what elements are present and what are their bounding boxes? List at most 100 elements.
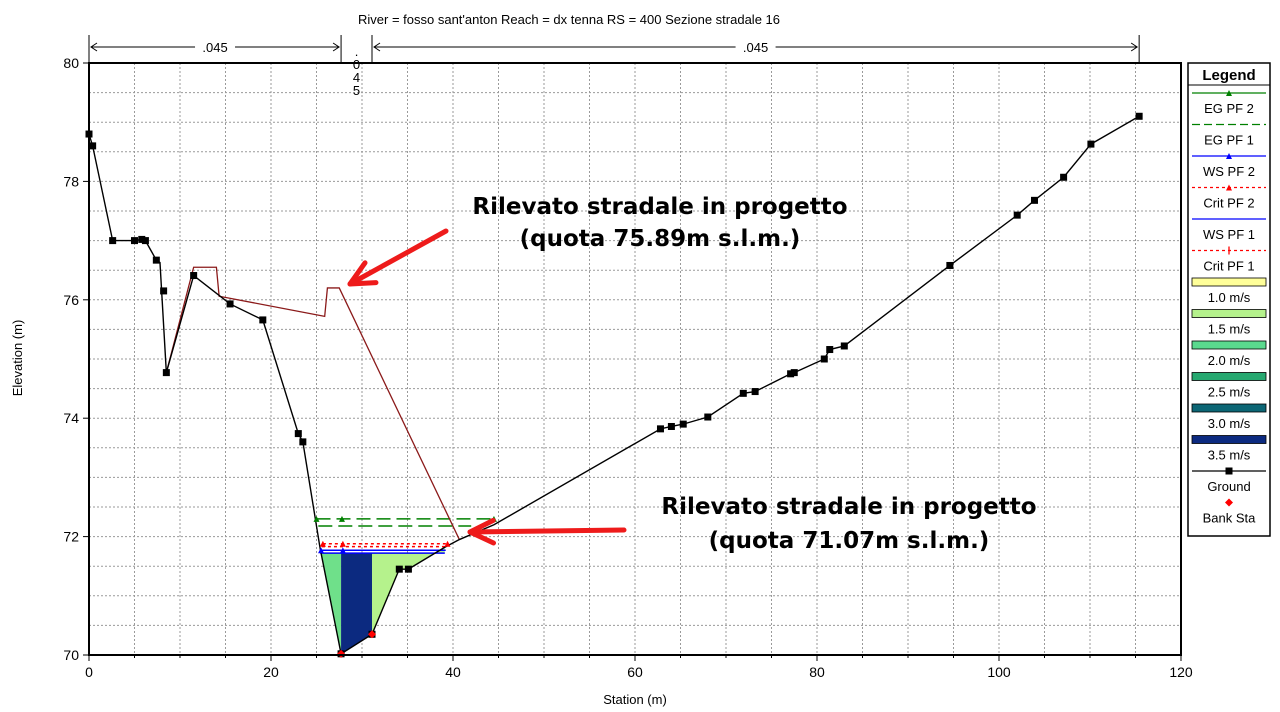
ground-point xyxy=(109,237,117,245)
legend-swatch xyxy=(1191,403,1267,413)
ground-point xyxy=(1060,173,1068,181)
legend-label: 3.0 m/s xyxy=(1208,416,1251,431)
ground-point xyxy=(259,316,267,324)
legend-title: Legend xyxy=(1202,67,1255,84)
ground-point xyxy=(704,413,712,421)
ground-point xyxy=(141,237,149,245)
legend: Legend EG PF 2 EG PF 1 WS PF 2 Crit PF 2 WS P… xyxy=(1187,62,1271,537)
project-embankment-line xyxy=(165,266,460,540)
annotation-arrow-lower-head xyxy=(467,517,497,546)
y-tick-label: 72 xyxy=(63,529,79,545)
legend-label: 2.0 m/s xyxy=(1208,353,1251,368)
eg-pf2-marker xyxy=(313,515,320,522)
ground-point xyxy=(160,287,168,295)
legend-label: 2.5 m/s xyxy=(1208,385,1251,400)
ground-point xyxy=(131,237,138,245)
annotation-arrow-upper-shaft xyxy=(347,228,449,287)
ground-point xyxy=(739,389,747,397)
manning-mid-char: 0 xyxy=(353,57,360,72)
manning-label: .045 xyxy=(202,40,227,55)
legend-marker xyxy=(1225,498,1233,507)
legend-label: WS PF 2 xyxy=(1203,164,1255,179)
x-tick-label: 100 xyxy=(987,664,1011,680)
ground-point xyxy=(787,370,795,378)
legend-swatch xyxy=(1191,372,1267,381)
ground-point xyxy=(299,438,307,446)
ground-point xyxy=(89,142,97,150)
ground-point xyxy=(138,235,146,243)
x-axis-label: Station (m) xyxy=(603,692,667,707)
legend-swatch xyxy=(1191,435,1267,444)
x-tick-label: 60 xyxy=(627,664,643,680)
legend-label: 3.5 m/s xyxy=(1208,448,1251,463)
ground-point xyxy=(790,369,798,377)
ground-point xyxy=(840,342,848,350)
legend-swatch xyxy=(1191,277,1267,287)
legend-label: Bank Sta xyxy=(1203,511,1257,526)
ws-pf2-marker xyxy=(318,547,325,554)
x-tick-label: 20 xyxy=(263,664,279,680)
ground-point xyxy=(751,388,759,396)
ground-point xyxy=(294,430,302,438)
ground-point xyxy=(1030,196,1038,204)
ground-point xyxy=(1087,140,1095,148)
ground-point xyxy=(190,272,198,280)
legend-marker xyxy=(1226,153,1232,159)
legend-label: 1.0 m/s xyxy=(1208,290,1251,305)
annotation-upper-line1: Rilevato stradale in progetto xyxy=(472,194,847,220)
y-tick-label: 76 xyxy=(63,292,79,308)
annotation-lower-line2: (quota 71.07m s.l.m.) xyxy=(709,528,990,554)
legend-box xyxy=(1187,62,1271,537)
manning-label-bg xyxy=(735,39,776,53)
y-tick-label: 78 xyxy=(63,173,79,189)
ground-point xyxy=(1013,211,1021,219)
ground-point xyxy=(656,425,664,433)
crit-pf2-marker xyxy=(444,540,451,547)
ground-point xyxy=(152,256,160,264)
ground-point xyxy=(679,420,687,428)
legend-label: 1.5 m/s xyxy=(1208,322,1251,337)
ground-point xyxy=(826,346,834,354)
manning-mid-char: 4 xyxy=(353,70,360,85)
crit-pf2-marker xyxy=(339,540,346,547)
y-tick-label: 80 xyxy=(63,55,79,71)
ground-point xyxy=(226,300,234,308)
legend-label: Crit PF 1 xyxy=(1203,259,1254,274)
y-tick-label: 70 xyxy=(63,647,79,663)
manning-label: .045 xyxy=(743,40,768,55)
annotation-lower-line1: Rilevato stradale in progetto xyxy=(661,494,1036,520)
legend-swatch xyxy=(1191,340,1267,350)
annotation-upper-line2: (quota 75.89m s.l.m.) xyxy=(520,226,801,252)
ground-point xyxy=(820,355,828,363)
chart-title: River = fosso sant'anton Reach = dx tenn… xyxy=(358,12,780,27)
manning-arrow-left xyxy=(373,42,381,52)
x-tick-label: 0 xyxy=(85,664,93,680)
legend-marker xyxy=(1226,90,1232,96)
manning-mid-char: 5 xyxy=(353,83,360,98)
legend-label: WS PF 1 xyxy=(1203,227,1255,242)
legend-marker xyxy=(1226,184,1232,191)
legend-marker xyxy=(1225,467,1233,475)
annotation-arrow-lower-shaft xyxy=(467,527,627,535)
manning-arrow-left xyxy=(90,42,98,52)
y-tick-label: 74 xyxy=(63,410,79,426)
velocity-fill xyxy=(372,547,445,635)
bank-station-marker xyxy=(368,630,377,639)
manning-arrow-right xyxy=(332,42,340,52)
annotation-arrow-upper-head xyxy=(347,260,379,287)
x-tick-label: 40 xyxy=(445,664,461,680)
y-axis-label: Elevation (m) xyxy=(10,320,25,397)
velocity-fill xyxy=(341,553,373,654)
ground-point xyxy=(1135,112,1143,120)
legend-label: Crit PF 2 xyxy=(1203,196,1254,211)
legend-label: EG PF 2 xyxy=(1204,101,1254,116)
ground-point xyxy=(395,565,403,573)
eg-pf2-marker xyxy=(338,515,345,522)
ws-pf2-marker xyxy=(339,547,346,554)
legend-label: Ground xyxy=(1207,479,1250,494)
ground-point xyxy=(946,261,954,269)
legend-swatch xyxy=(1191,309,1267,318)
ground-point xyxy=(404,565,412,573)
